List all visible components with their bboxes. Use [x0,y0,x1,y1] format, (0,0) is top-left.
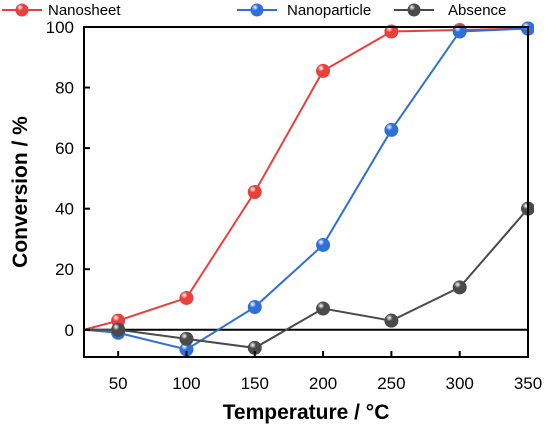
data-point [179,290,194,305]
x-tick-label: 250 [377,374,405,393]
series-line [83,27,529,351]
y-tick-label: 60 [55,139,74,158]
x-tick-label: 350 [514,374,542,393]
legend-entry-nanoparticle: Nanoparticle [237,2,371,19]
series-nanosheet [83,21,534,331]
data-point [384,122,399,137]
x-tick-label: 300 [446,374,474,393]
legend-label: Absence [448,2,506,19]
y-tick-label: 100 [46,18,74,37]
legend-label: Nanosheet [48,2,121,19]
data-point [384,24,399,39]
data-point [316,63,331,78]
x-tick-label: 50 [109,374,128,393]
x-axis-title: Temperature / °C [223,401,390,424]
legend-label: Nanoparticle [287,2,371,19]
x-tick-label: 150 [241,374,269,393]
series-line [83,27,529,331]
legend-marker [250,3,264,17]
series-line [84,207,529,349]
x-tick-label: 200 [309,374,337,393]
data-point [452,24,467,39]
data-point [452,280,467,295]
data-point [179,342,194,357]
data-point [247,300,262,315]
y-tick-label: 80 [55,79,74,98]
series-absence [84,201,534,355]
data-point [384,313,399,328]
y-axis-title: Conversion / % [9,116,32,268]
legend-marker [407,3,421,17]
data-point [316,237,331,252]
legend: Nanosheet Nanoparticle Absence [2,2,506,19]
legend-entry-absence: Absence [394,2,506,19]
series-nanoparticle [83,21,534,357]
data-point [316,301,331,316]
legend-marker [15,3,29,17]
legend-entry-nanosheet: Nanosheet [2,2,121,19]
data-point [247,340,262,355]
data-point [111,322,126,337]
y-tick-label: 40 [55,200,74,219]
y-tick-label: 20 [55,260,74,279]
y-tick-label: 0 [65,321,74,340]
data-point [179,331,194,346]
plot-frame [83,26,529,358]
data-point [247,185,262,199]
x-tick-label: 100 [172,374,200,393]
